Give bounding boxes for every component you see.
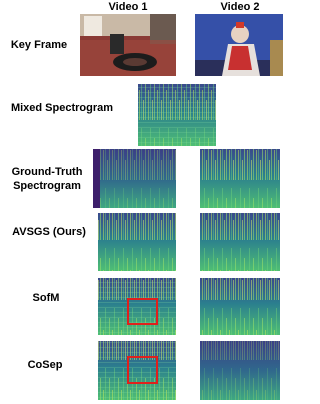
row-label: SofM	[32, 292, 60, 304]
cosep-spectrogram-2	[200, 341, 280, 400]
row-label: Mixed Spectrogram	[10, 102, 114, 114]
key-frame-2	[195, 14, 283, 76]
column-header: Video 1	[108, 1, 148, 13]
mixed-spectrogram	[138, 84, 216, 146]
sofm-spectrogram-1	[98, 278, 176, 335]
ground-truth-spectrogram-2	[200, 149, 280, 208]
row-label: AVSGS (Ours)	[12, 226, 86, 238]
figure-graphics	[80, 14, 283, 400]
avsgs-spectrogram-2	[200, 213, 280, 271]
figure: Video 1 Video 2 Key Frame Mixed Spectrog…	[10, 1, 283, 400]
column-header: Video 2	[220, 1, 260, 13]
row-label: CoSep	[27, 359, 63, 371]
row-label: Ground-Truth Spectrogram	[11, 166, 83, 192]
highlight-box	[127, 298, 158, 325]
sofm-spectrogram-2	[200, 278, 280, 335]
ground-truth-spectrogram-1	[93, 149, 176, 208]
row-label: Key Frame	[10, 39, 68, 51]
cosep-spectrogram-1	[98, 341, 176, 400]
highlight-box	[127, 356, 158, 384]
key-frame-1	[80, 14, 176, 76]
avsgs-spectrogram-1	[98, 213, 176, 271]
